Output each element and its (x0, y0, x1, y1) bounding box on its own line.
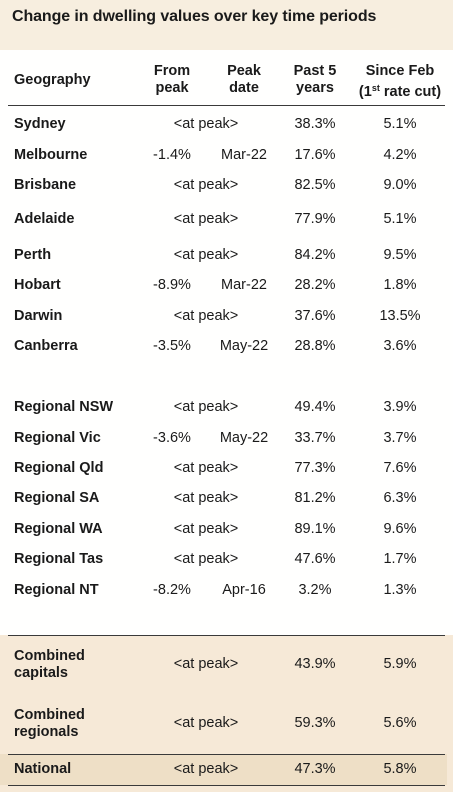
past-5-years-cell: 59.3% (294, 715, 336, 731)
header-geography: Geography (14, 72, 91, 88)
past-5-years-cell: 38.3% (294, 116, 336, 132)
since-feb-cell: 7.6% (383, 460, 417, 476)
since-feb-cell: 3.7% (383, 430, 417, 446)
geography-cell: Regional Tas (14, 551, 104, 567)
from-peak-cell: <at peak> (173, 761, 239, 777)
since-feb-cell: 9.0% (383, 177, 417, 193)
header-past-5-years: Past 5 years (293, 63, 337, 96)
since-feb-cell: 3.9% (383, 399, 417, 415)
peak-date-cell: Mar-22 (221, 147, 267, 163)
geography-cell: National (14, 761, 72, 777)
table-title: Change in dwelling values over key time … (12, 8, 377, 25)
past-5-years-cell: 37.6% (294, 308, 336, 324)
geography-cell-line-2: capitals (14, 665, 68, 681)
past-5-years-cell: 17.6% (294, 147, 336, 163)
past-5-years-cell: 33.7% (294, 430, 336, 446)
since-feb-cell: 1.3% (383, 582, 417, 598)
from-peak-cell: <at peak> (173, 116, 239, 132)
from-peak-cell: -8.9% (153, 277, 191, 293)
geography-cell: Adelaide (14, 211, 75, 227)
past-5-years-cell: 82.5% (294, 177, 336, 193)
geography-cell: Hobart (14, 277, 61, 293)
national-row-background (0, 754, 447, 785)
since-feb-cell: 5.1% (383, 116, 417, 132)
geography-cell-line-2: regionals (14, 724, 79, 740)
from-peak-cell: <at peak> (173, 308, 239, 324)
since-feb-cell: 5.1% (383, 211, 417, 227)
national-top-rule (8, 754, 445, 755)
since-feb-cell: 9.6% (383, 521, 417, 537)
geography-cell: Regional SA (14, 490, 100, 506)
since-feb-cell: 13.5% (379, 308, 421, 324)
since-feb-cell: 4.2% (383, 147, 417, 163)
from-peak-cell: <at peak> (173, 521, 239, 537)
geography-cell: Regional Vic (14, 430, 101, 446)
from-peak-cell: <at peak> (173, 715, 239, 731)
geography-cell: Perth (14, 247, 52, 263)
geography-cell: Regional NSW (14, 399, 114, 415)
past-5-years-cell: 77.9% (294, 211, 336, 227)
header-rule (8, 105, 445, 106)
past-5-years-cell: 81.2% (294, 490, 336, 506)
geography-cell: Canberra (14, 338, 78, 354)
table-bottom-rule (8, 785, 445, 786)
past-5-years-cell: 47.6% (294, 551, 336, 567)
from-peak-cell: <at peak> (173, 551, 239, 567)
header-peak-date: Peak date (227, 63, 261, 96)
since-feb-cell: 1.8% (383, 277, 417, 293)
since-feb-cell: 9.5% (383, 247, 417, 263)
geography-cell: Melbourne (14, 147, 88, 163)
from-peak-cell: <at peak> (173, 211, 239, 227)
combined-rule (8, 635, 445, 636)
since-feb-cell: 6.3% (383, 490, 417, 506)
since-feb-cell: 5.9% (383, 656, 417, 672)
past-5-years-cell: 43.9% (294, 656, 336, 672)
geography-cell: Brisbane (14, 177, 77, 193)
from-peak-cell: <at peak> (173, 177, 239, 193)
since-feb-cell: 5.8% (383, 761, 417, 777)
geography-cell: Sydney (14, 116, 66, 132)
past-5-years-cell: 3.2% (298, 582, 332, 598)
geography-cell-line-1: Combined (14, 707, 85, 723)
from-peak-cell: <at peak> (173, 490, 239, 506)
geography-cell-line-1: Combined (14, 648, 85, 664)
from-peak-cell: -1.4% (153, 147, 191, 163)
from-peak-cell: <at peak> (173, 656, 239, 672)
since-feb-cell: 3.6% (383, 338, 417, 354)
past-5-years-cell: 89.1% (294, 521, 336, 537)
from-peak-cell: -3.5% (153, 338, 191, 354)
since-feb-cell: 5.6% (383, 715, 417, 731)
past-5-years-cell: 77.3% (294, 460, 336, 476)
peak-date-cell: Mar-22 (221, 277, 267, 293)
from-peak-cell: <at peak> (173, 460, 239, 476)
peak-date-cell: May-22 (219, 430, 269, 446)
header-from-peak: From peak (153, 63, 191, 96)
peak-date-cell: May-22 (219, 338, 269, 354)
from-peak-cell: -3.6% (153, 430, 191, 446)
past-5-years-cell: 84.2% (294, 247, 336, 263)
from-peak-cell: -8.2% (153, 582, 191, 598)
peak-date-cell: Apr-16 (222, 582, 266, 598)
geography-cell: Regional Qld (14, 460, 104, 476)
geography-cell: Regional NT (14, 582, 99, 598)
past-5-years-cell: 28.8% (294, 338, 336, 354)
header-since-feb: Since Feb (1st rate cut) (358, 63, 442, 100)
past-5-years-cell: 47.3% (294, 761, 336, 777)
from-peak-cell: <at peak> (173, 247, 239, 263)
geography-cell: Regional WA (14, 521, 103, 537)
past-5-years-cell: 49.4% (294, 399, 336, 415)
since-feb-cell: 1.7% (383, 551, 417, 567)
geography-cell: Darwin (14, 308, 63, 324)
from-peak-cell: <at peak> (173, 399, 239, 415)
past-5-years-cell: 28.2% (294, 277, 336, 293)
